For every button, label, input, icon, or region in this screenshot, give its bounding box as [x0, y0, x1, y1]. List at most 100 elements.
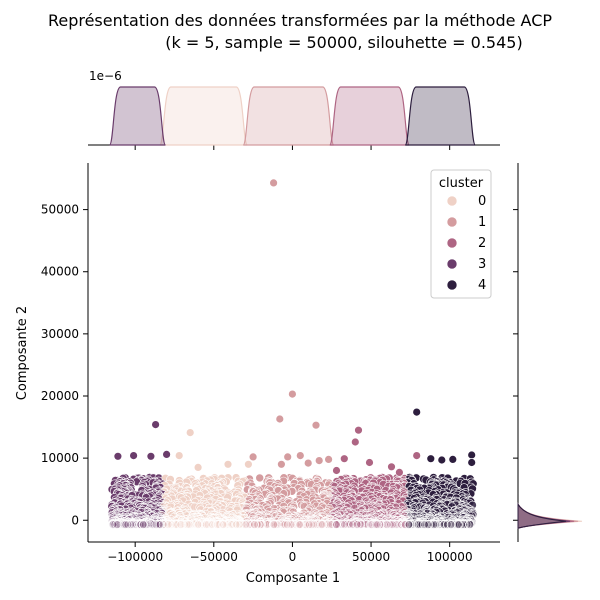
legend-marker-cluster-4 — [446, 279, 458, 291]
legend-marker-cluster-1 — [446, 216, 458, 228]
scatter-points — [107, 178, 478, 529]
scatter-point-cluster-0 — [234, 520, 244, 529]
y-tick-label: 50000 — [41, 203, 79, 217]
main-axes: −100000 −50000 0 50000 100000 0 10000 20000 3000… — [41, 163, 500, 564]
scatter-point-cluster-4 — [446, 520, 456, 529]
top-marginal-scale-label: 1e−6 — [89, 69, 122, 83]
scatter-point-cluster-1 — [317, 520, 326, 529]
scatter-point-cluster-3 — [129, 451, 139, 461]
legend-label-cluster-1: 1 — [478, 215, 486, 230]
scatter-point-cluster-2 — [382, 520, 392, 529]
scatter-point-cluster-4 — [437, 455, 447, 465]
legend-label-cluster-4: 4 — [478, 278, 486, 293]
scatter-point-cluster-2 — [387, 520, 397, 529]
scatter-point-cluster-3 — [126, 520, 135, 529]
scatter-point-cluster-0 — [243, 459, 253, 469]
scatter-point-cluster-0 — [227, 520, 237, 529]
scatter-point-cluster-2 — [394, 467, 404, 477]
x-tick-label: −50000 — [190, 550, 238, 564]
scatter-point-cluster-1 — [307, 520, 316, 529]
scatter-point-cluster-4 — [467, 458, 477, 467]
legend-label-cluster-2: 2 — [478, 236, 486, 251]
scatter-point-cluster-0 — [221, 520, 231, 529]
scatter-point-cluster-0 — [193, 462, 203, 472]
scatter-point-cluster-2 — [365, 458, 374, 467]
scatter-point-cluster-1 — [295, 520, 305, 529]
y-tick-label: 40000 — [41, 265, 79, 279]
y-axis-label: Composante 2 — [15, 306, 30, 400]
x-tick-label: −100000 — [107, 550, 163, 564]
scatter-point-cluster-1 — [269, 178, 279, 188]
right-marginal-density — [513, 163, 583, 542]
scatter-point-cluster-2 — [339, 454, 349, 464]
scatter-point-cluster-1 — [276, 459, 286, 469]
x-tick-label: 100000 — [427, 550, 473, 564]
scatter-point-cluster-2 — [387, 462, 396, 472]
scatter-point-cluster-0 — [231, 520, 241, 529]
scatter-point-cluster-2 — [352, 520, 362, 529]
scatter-point-cluster-1 — [241, 520, 250, 529]
y-tick-label: 30000 — [41, 327, 79, 341]
top-marginal-density-cluster-0 — [159, 86, 248, 146]
scatter-point-cluster-3 — [112, 520, 122, 529]
scatter-point-cluster-4 — [448, 454, 458, 464]
scatter-point-cluster-2 — [373, 520, 382, 529]
scatter-point-cluster-3 — [146, 451, 156, 461]
legend-label-cluster-3: 3 — [478, 257, 486, 272]
scatter-point-cluster-0 — [193, 520, 203, 529]
scatter-point-cluster-2 — [412, 451, 422, 461]
legend-marker-cluster-2 — [446, 237, 458, 249]
scatter-point-cluster-1 — [291, 520, 301, 529]
scatter-point-cluster-1 — [283, 452, 293, 462]
legend: cluster 0 1 2 3 4 — [430, 169, 492, 299]
scatter-point-cluster-2 — [350, 437, 360, 447]
scatter-point-cluster-3 — [162, 449, 172, 459]
scatter-point-cluster-1 — [269, 520, 279, 529]
scatter-point-cluster-0 — [223, 459, 233, 469]
scatter-point-cluster-4 — [404, 520, 414, 529]
chart-title-line1: Représentation des données transformées … — [48, 11, 552, 30]
scatter-point-cluster-3 — [136, 520, 145, 529]
scatter-point-cluster-0 — [185, 428, 195, 438]
scatter-point-cluster-2 — [354, 425, 363, 435]
chart-title-line2: (k = 5, sample = 50000, silouhette = 0.5… — [165, 33, 522, 52]
legend-title: cluster — [439, 176, 484, 191]
scatter-point-cluster-1 — [248, 452, 258, 462]
scatter-point-cluster-2 — [331, 520, 341, 529]
scatter-point-cluster-1 — [250, 520, 259, 529]
scatter-point-cluster-4 — [429, 520, 439, 529]
scatter-point-cluster-1 — [314, 456, 324, 466]
scatter-point-cluster-1 — [303, 458, 313, 468]
legend-marker-cluster-0 — [446, 195, 458, 207]
scatter-point-cluster-4 — [426, 454, 436, 464]
scatter-point-cluster-1 — [324, 454, 334, 464]
legend-marker-cluster-3 — [446, 258, 458, 270]
scatter-point-cluster-0 — [163, 520, 173, 529]
scatter-point-cluster-1 — [287, 389, 297, 399]
top-marginal-density-cluster-4 — [404, 86, 476, 146]
scatter-point-cluster-3 — [123, 520, 132, 529]
scatter-point-cluster-1 — [275, 414, 285, 424]
scatter-point-cluster-3 — [139, 520, 148, 529]
legend-label-cluster-0: 0 — [478, 194, 486, 209]
scatter-point-cluster-3 — [148, 520, 157, 529]
scatter-point-cluster-4 — [462, 520, 472, 529]
scatter-point-cluster-0 — [218, 520, 228, 529]
scatter-point-cluster-3 — [141, 520, 150, 529]
scatter-point-cluster-2 — [340, 520, 349, 529]
top-marginal-density-cluster-1 — [242, 86, 335, 146]
x-tick-label: 50000 — [352, 550, 390, 564]
scatter-point-cluster-4 — [413, 520, 423, 529]
scatter-point-cluster-4 — [465, 520, 475, 529]
scatter-point-cluster-4 — [439, 520, 449, 529]
scatter-point-cluster-4 — [467, 450, 477, 460]
scatter-point-cluster-3 — [151, 420, 161, 430]
scatter-point-cluster-1 — [282, 520, 292, 529]
top-marginal-density-cluster-3 — [108, 86, 167, 146]
scatter-point-cluster-0 — [176, 520, 186, 529]
scatter-point-cluster-4 — [412, 407, 422, 417]
y-tick-label: 0 — [71, 513, 79, 527]
scatter-point-cluster-1 — [295, 451, 305, 461]
scatter-point-cluster-1 — [253, 520, 263, 529]
